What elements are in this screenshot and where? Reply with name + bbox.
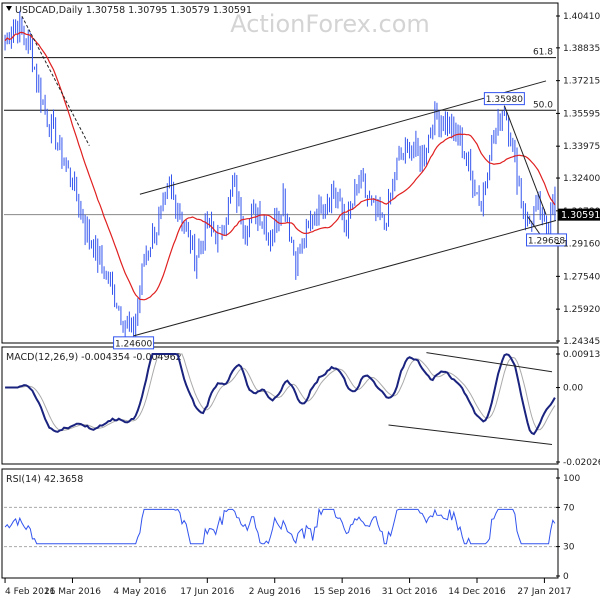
macd-panel xyxy=(1,346,559,465)
y-tick-label: 1.35595 xyxy=(563,109,600,119)
y-tick-label: 1.32400 xyxy=(563,174,600,184)
price-header: USDCAD,Daily 1.30758 1.30795 1.30579 1.3… xyxy=(15,5,252,16)
price-annotation-box xyxy=(483,92,525,106)
price-panel xyxy=(1,2,559,344)
current-price-badge xyxy=(558,208,600,221)
macd-line xyxy=(5,353,556,436)
rsi-line xyxy=(4,507,556,545)
y-tick-label: 1.27540 xyxy=(563,272,600,282)
macd-tick-label: 0.00 xyxy=(563,384,583,394)
x-tick-label: 17 Jun 2016 xyxy=(180,587,234,597)
x-tick-label: 2 Aug 2016 xyxy=(249,587,301,597)
collapse-triangle-icon xyxy=(6,6,12,11)
x-tick-label: 21 Mar 2016 xyxy=(44,587,101,597)
y-tick-label: 1.24345 xyxy=(563,337,600,347)
price-annotation-label: 1.24600 xyxy=(115,339,152,349)
x-tick-label: 4 Feb 2016 xyxy=(5,587,56,597)
rsi-tick-label: 100 xyxy=(563,474,580,484)
price-annotation-label: 1.35980 xyxy=(486,95,523,105)
trendline xyxy=(139,80,547,195)
watermark: ActionForex.com xyxy=(230,10,430,38)
fib-level-label: 50.0 xyxy=(533,100,553,110)
y-tick-label: 1.38835 xyxy=(563,44,600,54)
price-annotation-label: 1.29688 xyxy=(528,236,565,246)
rsi-tick-label: 30 xyxy=(563,543,575,553)
trendline xyxy=(503,105,547,215)
macd-trendline xyxy=(388,424,553,445)
x-tick-label: 14 Dec 2016 xyxy=(448,587,506,597)
rsi-tick-label: 0 xyxy=(563,572,569,582)
rsi-tick-label: 70 xyxy=(563,503,575,513)
moving-average-line xyxy=(4,31,556,301)
y-tick-label: 1.29160 xyxy=(563,240,600,250)
price-annotation-box xyxy=(526,233,568,247)
fib-level-label: 61.8 xyxy=(533,48,553,58)
macd-header: MACD(12,26,9) -0.004354 -0.004962 xyxy=(6,352,182,363)
x-tick-label: 31 Oct 2016 xyxy=(382,587,438,597)
macd-trendline xyxy=(426,352,553,373)
x-tick-label: 4 May 2016 xyxy=(113,587,166,597)
trendline xyxy=(133,220,557,337)
price-annotation-box xyxy=(113,336,155,350)
y-tick-label: 1.25920 xyxy=(563,305,600,315)
rsi-header: RSI(14) 42.3658 xyxy=(6,474,83,485)
macd-tick-label: -0.020269 xyxy=(563,458,600,468)
macd-tick-label: 0.009132 xyxy=(563,350,600,360)
trendline xyxy=(21,15,90,146)
current-price-label: 1.30591 xyxy=(561,210,600,221)
x-tick-label: 15 Sep 2016 xyxy=(314,587,371,597)
x-tick-label: 27 Jan 2017 xyxy=(517,587,571,597)
rsi-panel xyxy=(1,468,559,579)
y-tick-label: 1.37215 xyxy=(563,77,600,87)
y-tick-label: 1.33975 xyxy=(563,142,600,152)
y-tick-label: 1.40410 xyxy=(563,12,600,22)
